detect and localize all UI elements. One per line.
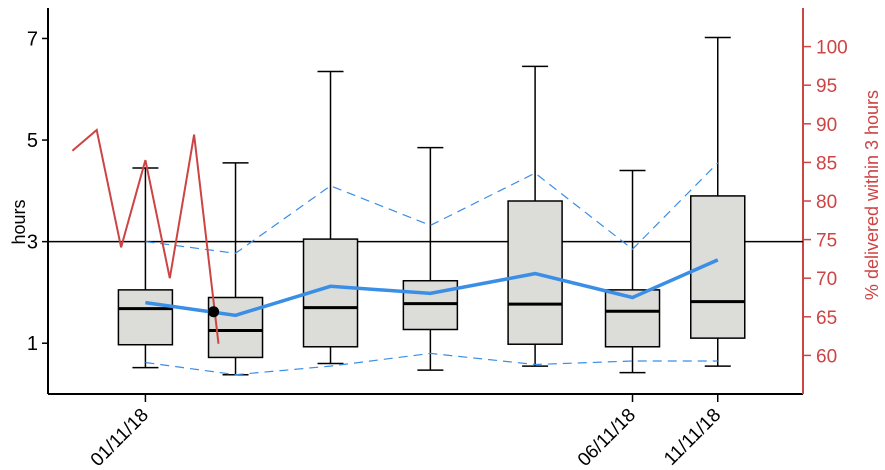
y2-tick-label: 90: [816, 115, 837, 136]
y-tick-label: 1: [27, 333, 38, 355]
percent-delivered-line: [71, 128, 220, 344]
upper-band-line: [145, 162, 719, 254]
y2-tick-label: 60: [816, 346, 837, 367]
lower-band-line: [145, 352, 718, 376]
y-axis-label: hours: [9, 199, 29, 244]
y2-tick-label: 95: [816, 76, 837, 97]
marker-point: [208, 306, 220, 318]
y2-axis-label: % delivered within 3 hours: [862, 90, 882, 300]
y2-tick-label: 100: [816, 38, 848, 59]
box-body: [604, 289, 661, 348]
y2-tick-label: 75: [816, 231, 837, 252]
x-tick-label: 01/11/18: [87, 405, 153, 470]
y2-tick-label: 70: [816, 269, 837, 290]
y2-tick-label: 85: [816, 153, 837, 174]
box-body: [117, 289, 174, 346]
y-tick-label: 5: [27, 130, 38, 152]
y2-tick-label: 80: [816, 192, 837, 213]
y-tick-label: 3: [27, 232, 38, 254]
y2-tick-label: 65: [816, 308, 837, 329]
y-tick-label: 7: [27, 28, 38, 50]
x-tick-label: 11/11/18: [660, 405, 725, 470]
mean-line: [145, 258, 719, 318]
x-tick-label: 06/11/18: [574, 405, 640, 470]
